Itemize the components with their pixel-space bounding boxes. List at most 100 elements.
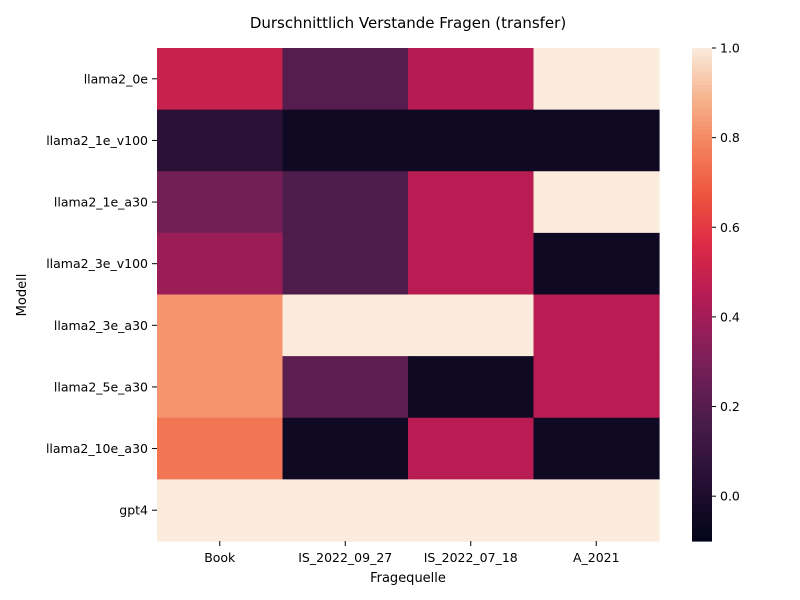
heatmap-cell-1-0 <box>157 109 284 172</box>
colorbar-segment <box>692 113 712 119</box>
x-axis-label: Fragequelle <box>370 571 446 586</box>
colorbar-segment <box>692 315 712 320</box>
heatmap-cell-3-2 <box>408 232 535 296</box>
heatmap-cell-7-0 <box>157 479 284 542</box>
y-tick-label: llama2_3e_a30 <box>54 318 148 333</box>
colorbar-segment <box>692 528 712 534</box>
heatmap-cell-4-1 <box>282 294 409 357</box>
heatmap-cell-0-0 <box>157 48 284 111</box>
heatmap-cell-0-3 <box>533 48 660 111</box>
colorbar-segment <box>692 48 712 53</box>
heatmap-cell-4-0 <box>157 294 284 357</box>
colorbar-segment <box>692 471 712 476</box>
heatmap-cell-4-3 <box>533 294 660 357</box>
heatmap-cell-6-1 <box>282 417 409 480</box>
heatmap-cell-3-0 <box>157 232 284 296</box>
colorbar-segment <box>692 56 712 61</box>
colorbar-segment <box>692 343 712 349</box>
colorbar-segment <box>692 532 712 538</box>
colorbar-segment <box>692 97 712 103</box>
colorbar-segment <box>692 384 712 390</box>
colorbar-tick-label: 0.6 <box>720 220 740 235</box>
colorbar-segment <box>692 273 712 279</box>
colorbar-segment <box>692 89 712 94</box>
y-tick-label: llama2_1e_a30 <box>54 195 148 210</box>
colorbar-segment <box>692 200 712 205</box>
colorbar-tick-label: 0.2 <box>720 399 740 414</box>
colorbar-segment <box>692 413 712 419</box>
heatmap-cell-2-0 <box>157 171 284 234</box>
y-tick-label: llama2_1e_v100 <box>46 133 148 148</box>
colorbar-segment <box>692 150 712 156</box>
colorbar-segment <box>692 360 712 365</box>
colorbar-segment <box>692 109 712 115</box>
colorbar-segment <box>692 397 712 402</box>
colorbar-segment <box>692 483 712 489</box>
colorbar-segment <box>692 516 712 522</box>
colorbar-segment <box>692 245 712 250</box>
colorbar-segment <box>692 479 712 485</box>
x-tick-label: Book <box>204 550 236 565</box>
x-tick-label: IS_2022_07_18 <box>424 550 518 565</box>
colorbar-tick-label: 0.8 <box>720 130 740 145</box>
colorbar-segment <box>692 421 712 427</box>
colorbar-segment <box>692 171 712 176</box>
colorbar-segment <box>692 212 712 218</box>
colorbar-segment <box>692 380 712 386</box>
colorbar-segment <box>692 68 712 74</box>
heatmap-cell-2-2 <box>408 171 535 234</box>
colorbar-segment <box>692 372 712 378</box>
heatmap-cell-4-2 <box>408 294 535 357</box>
heatmap-cell-3-1 <box>282 232 409 296</box>
colorbar-segment <box>692 228 712 234</box>
colorbar-segment <box>692 405 712 411</box>
colorbar-segment <box>692 430 712 435</box>
colorbar-segment <box>692 191 712 197</box>
colorbar-segment <box>692 306 712 312</box>
colorbar-segment <box>692 76 712 82</box>
heatmap-cell-5-2 <box>408 356 535 419</box>
colorbar-segment <box>692 134 712 139</box>
colorbar-segment <box>692 450 712 456</box>
colorbar-segment <box>692 117 712 123</box>
colorbar-segment <box>692 327 712 333</box>
colorbar-segment <box>692 352 712 357</box>
colorbar-segment <box>692 356 712 361</box>
colorbar-segment <box>692 508 712 513</box>
colorbar-segment <box>692 195 712 201</box>
heatmap-cell-0-1 <box>282 48 409 111</box>
heatmap-cell-5-3 <box>533 356 660 419</box>
colorbar-segment <box>692 208 712 213</box>
colorbar-segment <box>692 257 712 263</box>
y-tick-label: llama2_0e <box>84 71 149 86</box>
colorbar-segment <box>692 167 712 172</box>
colorbar-segment <box>692 220 712 226</box>
colorbar-segment <box>692 52 712 57</box>
colorbar-segment <box>692 364 712 370</box>
colorbar-segment <box>692 130 712 135</box>
colorbar-segment <box>692 499 712 505</box>
colorbar-segment <box>692 265 712 271</box>
colorbar-segment <box>692 504 712 509</box>
heatmap-cell-7-3 <box>533 479 660 542</box>
colorbar-segment <box>692 138 712 144</box>
colorbar-segment <box>692 347 712 353</box>
colorbar-segment <box>692 310 712 316</box>
colorbar-segment <box>692 376 712 382</box>
colorbar-segment <box>692 323 712 328</box>
colorbar-segment <box>692 64 712 70</box>
heatmap-cell-5-0 <box>157 356 284 419</box>
colorbar-segment <box>692 438 712 443</box>
colorbar-segment <box>692 261 712 267</box>
colorbar-segment <box>692 216 712 222</box>
heatmap-cell-1-2 <box>408 109 535 172</box>
colorbar: 0.0 0.2 0.4 0.6 0.8 1.0 <box>692 41 740 542</box>
colorbar-segment <box>692 335 712 341</box>
heatmap-cell-0-2 <box>408 48 535 111</box>
colorbar-segment <box>692 72 712 78</box>
heatmap-cell-2-3 <box>533 171 660 234</box>
colorbar-segment <box>692 224 712 230</box>
colorbar-segment <box>692 249 712 255</box>
colorbar-segment <box>692 126 712 131</box>
colorbar-segment <box>692 175 712 181</box>
